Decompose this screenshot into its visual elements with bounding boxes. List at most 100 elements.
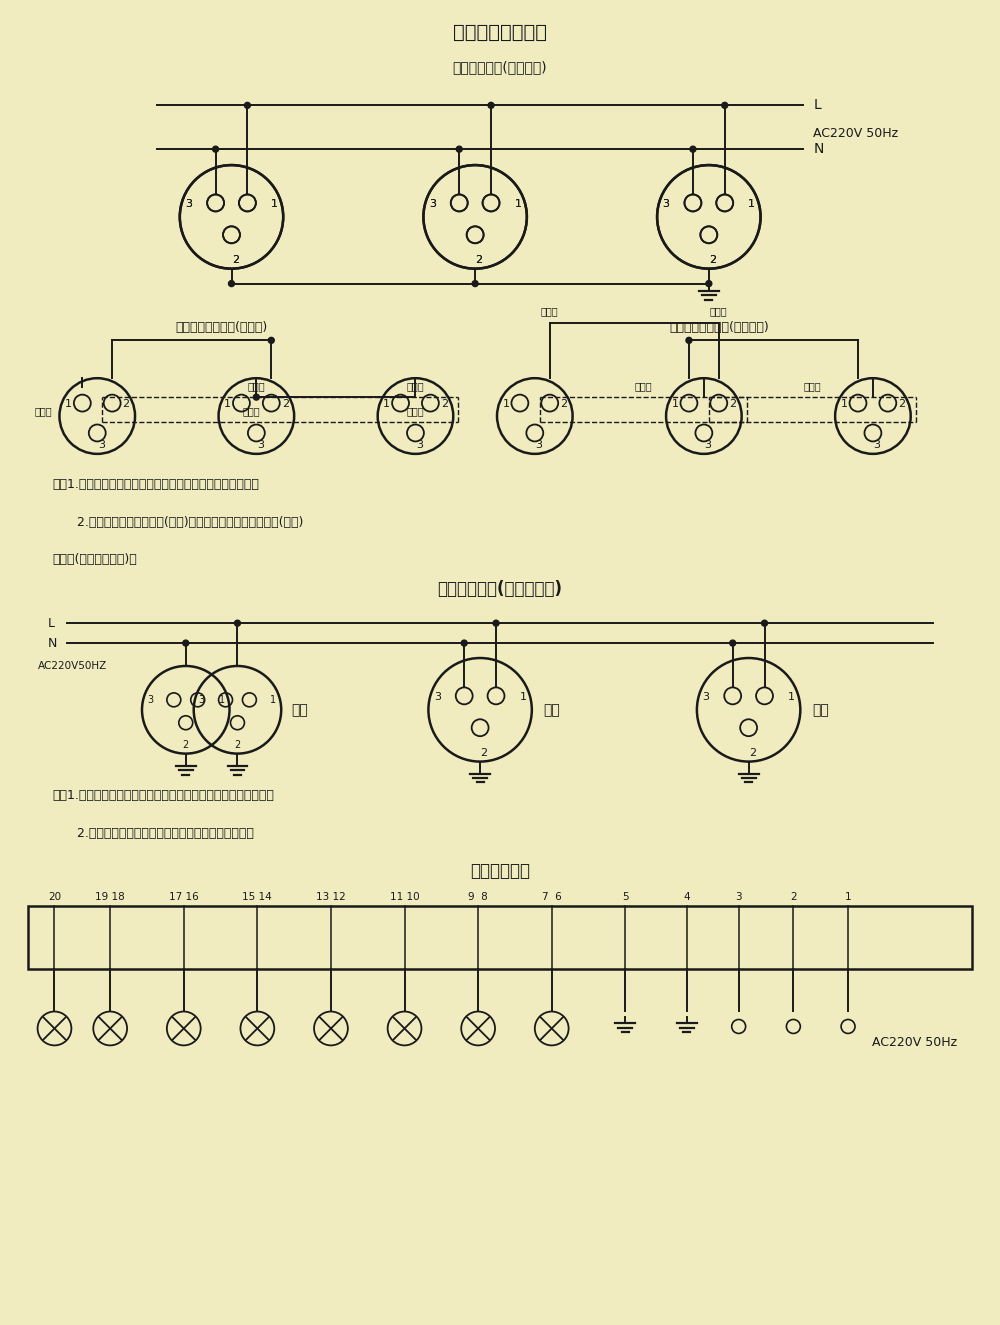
Text: 3: 3	[147, 694, 153, 705]
Text: 主控灯接线图(也叫母子灯): 主控灯接线图(也叫母子灯)	[438, 580, 562, 599]
Circle shape	[244, 102, 250, 109]
Text: 1: 1	[224, 399, 231, 409]
Circle shape	[268, 338, 274, 343]
Text: 屏蔽线: 屏蔽线	[248, 382, 265, 391]
Text: 2: 2	[729, 399, 736, 409]
Circle shape	[730, 640, 736, 647]
Text: 1: 1	[672, 399, 679, 409]
Text: 2: 2	[123, 399, 130, 409]
Bar	[28, 906, 972, 969]
Text: 2: 2	[749, 747, 756, 758]
Circle shape	[456, 146, 462, 152]
Text: 1: 1	[218, 694, 225, 705]
Text: N: N	[48, 636, 57, 649]
Text: 2: 2	[232, 254, 239, 265]
Text: 注：1.主灯白天自动关闭，晚上自动打开，副灯与主灯同步闪光。: 注：1.主灯白天自动关闭，晚上自动打开，副灯与主灯同步闪光。	[53, 790, 274, 803]
Text: 15 14: 15 14	[242, 892, 272, 902]
Circle shape	[229, 281, 234, 286]
Text: 注：1.屏蔽线的红芯为输出信号，屏蔽线的黄芯为接受信号。: 注：1.屏蔽线的红芯为输出信号，屏蔽线的黄芯为接受信号。	[53, 478, 259, 490]
Text: 红芯线: 红芯线	[541, 306, 559, 317]
Circle shape	[493, 620, 499, 627]
Text: 3: 3	[663, 199, 670, 209]
Text: AC220V 50Hz: AC220V 50Hz	[813, 127, 898, 139]
Text: 2.第一台灯的接受信号线(黄芯)和末尾一台灯的输出信号线(红芯): 2.第一台灯的接受信号线(黄芯)和末尾一台灯的输出信号线(红芯)	[53, 515, 303, 529]
Text: 屏蔽线: 屏蔽线	[407, 382, 424, 391]
Text: 19 18: 19 18	[95, 892, 125, 902]
Text: 2: 2	[898, 399, 905, 409]
Text: 黄芯线: 黄芯线	[710, 306, 728, 317]
Text: 3: 3	[704, 440, 711, 451]
Text: 则不用(特种型号除外)。: 则不用(特种型号除外)。	[53, 554, 137, 567]
Circle shape	[213, 146, 219, 152]
Circle shape	[706, 281, 712, 286]
Text: 1: 1	[748, 199, 755, 209]
Text: 2: 2	[183, 739, 189, 750]
Text: 2: 2	[232, 254, 239, 265]
Text: 同步线接线示意图(慢启动): 同步线接线示意图(慢启动)	[175, 322, 268, 334]
Circle shape	[488, 102, 494, 109]
Text: 3: 3	[98, 440, 105, 451]
Circle shape	[461, 640, 467, 647]
Text: 副灯: 副灯	[544, 702, 561, 717]
Text: 17 16: 17 16	[169, 892, 199, 902]
Text: 2: 2	[709, 254, 716, 265]
Text: 1: 1	[502, 399, 509, 409]
Circle shape	[690, 146, 696, 152]
Text: 屏蔽线: 屏蔽线	[803, 382, 821, 391]
Text: 1: 1	[841, 399, 848, 409]
Text: 5: 5	[622, 892, 629, 902]
Text: 3: 3	[735, 892, 742, 902]
Text: 13 12: 13 12	[316, 892, 346, 902]
Text: 2: 2	[709, 254, 716, 265]
Text: 主灯: 主灯	[291, 702, 308, 717]
Circle shape	[472, 281, 478, 286]
Text: 红芯线: 红芯线	[407, 405, 424, 416]
Circle shape	[183, 640, 189, 647]
Text: 1: 1	[514, 199, 521, 209]
Text: L: L	[48, 616, 55, 629]
Text: 11 10: 11 10	[390, 892, 419, 902]
Text: 电源线接线图(航空插头): 电源线接线图(航空插头)	[453, 61, 547, 74]
Text: 3: 3	[429, 199, 436, 209]
Text: 1: 1	[845, 892, 851, 902]
Text: 1: 1	[383, 399, 390, 409]
Text: 2: 2	[476, 254, 483, 265]
Text: 3: 3	[535, 440, 542, 451]
Text: 3: 3	[873, 440, 880, 451]
Text: 控制箱接线图: 控制箱接线图	[470, 863, 530, 880]
Text: AC220V50HZ: AC220V50HZ	[38, 661, 107, 670]
Text: 1: 1	[271, 199, 278, 209]
Text: 3: 3	[416, 440, 423, 451]
Circle shape	[253, 394, 259, 400]
Text: 1: 1	[514, 199, 521, 209]
Text: 3: 3	[257, 440, 264, 451]
Text: 3: 3	[185, 199, 192, 209]
Text: 副灯: 副灯	[812, 702, 829, 717]
Text: 7  6: 7 6	[542, 892, 562, 902]
Text: 2: 2	[790, 892, 797, 902]
Text: 9  8: 9 8	[468, 892, 488, 902]
Text: 屏蔽线: 屏蔽线	[634, 382, 652, 391]
Text: 20: 20	[48, 892, 61, 902]
Text: 2: 2	[441, 399, 448, 409]
Text: 同步线接线示意图(直接启动): 同步线接线示意图(直接启动)	[669, 322, 769, 334]
Text: 1: 1	[748, 199, 755, 209]
Text: 1: 1	[270, 694, 276, 705]
Text: 3: 3	[199, 694, 205, 705]
Text: 1: 1	[519, 692, 526, 702]
Text: AC220V 50Hz: AC220V 50Hz	[872, 1036, 957, 1049]
Text: 3: 3	[702, 692, 709, 702]
Text: 1: 1	[65, 399, 72, 409]
Text: 2: 2	[282, 399, 289, 409]
Circle shape	[722, 102, 728, 109]
Text: 红芯线: 红芯线	[35, 405, 52, 416]
Text: 1: 1	[271, 199, 278, 209]
Circle shape	[686, 338, 692, 343]
Text: 1: 1	[788, 692, 795, 702]
Circle shape	[762, 620, 768, 627]
Text: 航空障碍灯接线图: 航空障碍灯接线图	[453, 23, 547, 41]
Text: 2: 2	[560, 399, 567, 409]
Text: 2: 2	[476, 254, 483, 265]
Text: 3: 3	[185, 199, 192, 209]
Text: 红芯线: 红芯线	[243, 405, 260, 416]
